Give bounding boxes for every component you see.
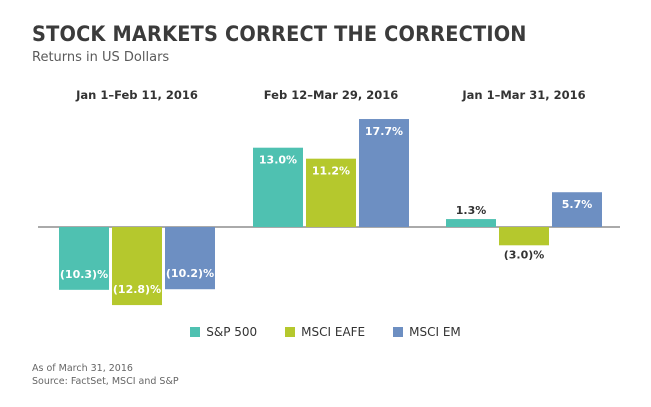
legend-swatch-msci-em	[393, 327, 404, 337]
legend-label-msci-eafe: MSCI EAFE	[301, 325, 366, 339]
data-label-1-1: 11.2%	[312, 165, 350, 178]
data-label-0-2: (10.2)%	[166, 267, 214, 280]
data-label-1-0: 13.0%	[259, 154, 297, 167]
data-label-0-0: (10.3)%	[60, 268, 108, 281]
chart-subtitle: Returns in US Dollars	[32, 50, 170, 65]
legend-item-msci-eafe: MSCI EAFE	[285, 325, 365, 339]
legend: S&P 500 MSCI EAFE MSCI EM	[0, 325, 651, 339]
category-label-1: Feb 12–Mar 29, 2016	[264, 88, 398, 102]
data-label-0-1: (12.8)%	[113, 283, 161, 296]
bar-1-1	[306, 158, 356, 227]
footer: As of March 31, 2016 Source: FactSet, MS…	[32, 362, 179, 388]
category-label-2: Jan 1–Mar 31, 2016	[461, 88, 585, 102]
bar-0-2	[165, 227, 215, 290]
bar-2-1	[499, 227, 549, 246]
bar-2-0	[446, 219, 496, 227]
bar-1-0	[253, 147, 303, 227]
legend-label-msci-em: MSCI EM	[409, 325, 461, 339]
bar-0-0	[59, 227, 109, 290]
legend-item-sp500: S&P 500	[190, 325, 257, 339]
data-label-2-0: 1.3%	[456, 204, 487, 217]
legend-label-sp500: S&P 500	[206, 325, 258, 339]
bar-0-1	[112, 227, 162, 306]
footer-source: Source: FactSet, MSCI and S&P	[32, 376, 179, 387]
data-label-2-1: (3.0)%	[504, 248, 545, 261]
bar-2-2	[552, 192, 602, 227]
chart-title: STOCK MARKETS CORRECT THE CORRECTION	[32, 22, 527, 46]
category-label-0: Jan 1–Feb 11, 2016	[75, 88, 198, 102]
bar-1-2	[359, 119, 409, 227]
data-label-2-2: 5.7%	[562, 198, 593, 211]
legend-item-msci-em: MSCI EM	[393, 325, 461, 339]
footer-note: As of March 31, 2016	[32, 363, 133, 374]
legend-swatch-msci-eafe	[285, 327, 296, 337]
data-label-1-2: 17.7%	[365, 125, 403, 138]
legend-swatch-sp500	[190, 327, 201, 337]
